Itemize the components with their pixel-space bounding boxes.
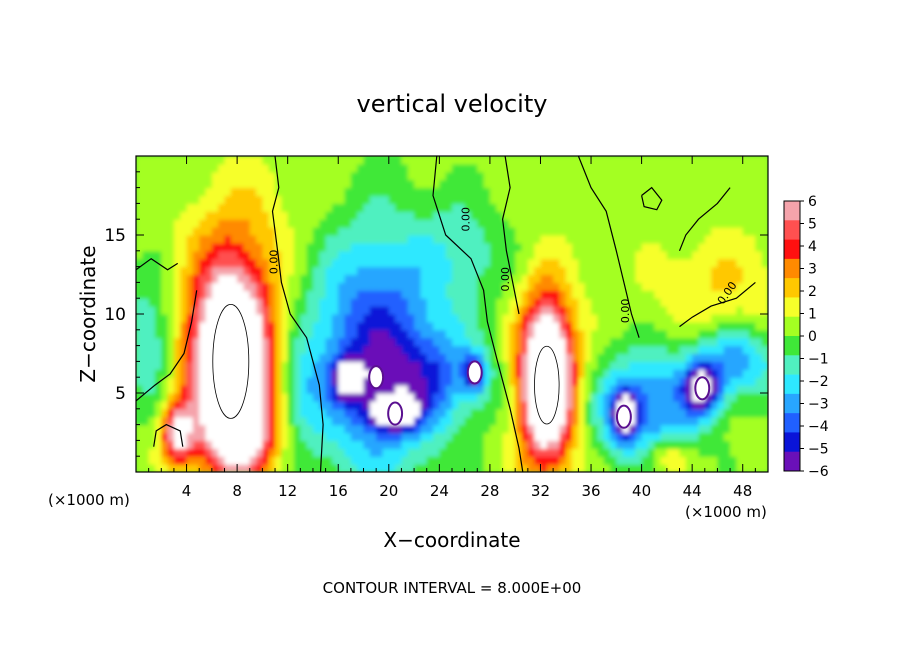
x-axis-label: X−coordinate <box>383 528 520 552</box>
downdraft-core-7 <box>694 376 711 401</box>
contour-left-low <box>153 423 184 447</box>
colorbar-label-1: 5 <box>808 217 817 233</box>
colorbar-swatch-2 <box>784 239 800 260</box>
colorbar-swatch-0 <box>784 201 800 221</box>
colorbar-swatch-4 <box>784 278 800 298</box>
contour-interval-note: CONTOUR INTERVAL = 8.000E+00 <box>323 579 582 597</box>
colorbar: 6 5 4 3 2 1 0 −1 −2 −3 −4 −5 −6 <box>783 194 829 480</box>
y-tick-label-5: 5 <box>115 384 126 404</box>
contour-right <box>577 156 640 338</box>
x-unit-left: (×1000 m) <box>48 491 130 509</box>
updraft-core-1 <box>530 337 564 433</box>
x-tick-label-4: 4 <box>182 482 192 500</box>
contour-left-top <box>136 257 179 271</box>
x-tick-label-24: 24 <box>430 482 449 500</box>
x-tick-label-16: 16 <box>329 482 348 500</box>
colorbar-swatch-8 <box>784 355 800 375</box>
core-contour-0 <box>212 303 250 419</box>
contour-mid <box>432 156 524 472</box>
contour-label-1: 0.00 <box>460 207 473 232</box>
colorbar-swatch-11 <box>784 413 800 433</box>
colorbar-label-0: 6 <box>808 194 817 210</box>
downdraft-core-6 <box>615 404 632 429</box>
contour-label-3: 0.00 <box>619 299 632 324</box>
plot-area: 0.000.000.000.000.00 4 8 12 16 20 24 28 32 36 40 4… <box>104 155 769 500</box>
contour-label-2: 0.00 <box>499 267 512 292</box>
colorbar-label-8: −2 <box>808 374 829 390</box>
x-tick-label-44: 44 <box>683 482 702 500</box>
x-tick-label-36: 36 <box>581 482 600 500</box>
zero-contours: 0.000.000.000.000.00 <box>136 156 756 472</box>
x-unit-right: (×1000 m) <box>685 503 767 521</box>
y-ticks: 5 10 15 <box>104 171 768 457</box>
colorbar-label-5: 1 <box>808 307 817 323</box>
x-tick-label-20: 20 <box>379 482 398 500</box>
core-contour-1 <box>534 345 560 425</box>
updraft-core-0 <box>206 291 255 431</box>
x-tick-label-32: 32 <box>531 482 550 500</box>
contour-right-upper <box>678 187 731 252</box>
colorbar-swatch-13 <box>784 451 800 472</box>
colorbar-swatch-12 <box>784 432 800 453</box>
colorbar-swatch-6 <box>784 316 800 337</box>
colorbar-label-11: −5 <box>808 442 829 458</box>
y-tick-label-10: 10 <box>104 305 126 325</box>
x-tick-label-40: 40 <box>632 482 651 500</box>
y-tick-label-15: 15 <box>104 226 126 246</box>
colorbar-swatch-5 <box>784 297 800 318</box>
colorbar-label-10: −4 <box>808 419 829 435</box>
velocity-field <box>136 156 768 472</box>
downdraft-core-4 <box>387 401 404 426</box>
contour-left-plume <box>271 156 324 472</box>
contour-mid-top <box>501 156 520 315</box>
colorbar-label-9: −3 <box>808 397 829 413</box>
colorbar-swatch-1 <box>784 220 800 240</box>
contour-island <box>641 186 663 211</box>
x-tick-label-12: 12 <box>278 482 297 500</box>
colorbar-swatch-7 <box>784 336 800 356</box>
downdraft-core-5 <box>466 360 483 385</box>
x-ticks: 4 8 12 16 20 24 28 32 36 40 44 48 <box>148 156 756 500</box>
colorbar-swatch-10 <box>784 393 800 414</box>
contour-label-0: 0.00 <box>268 250 281 275</box>
colorbar-label-4: 2 <box>808 284 817 300</box>
colorbar-label-12: −6 <box>808 464 829 480</box>
contour-right-low <box>679 281 756 328</box>
colorbar-swatch-3 <box>784 258 800 279</box>
x-tick-label-28: 28 <box>480 482 499 500</box>
y-axis-label: Z−coordinate <box>76 245 100 382</box>
field-cells <box>136 156 768 472</box>
colorbar-swatch-9 <box>784 374 800 395</box>
colorbar-label-3: 3 <box>808 262 817 278</box>
downdraft-core-3 <box>368 365 385 390</box>
colorbar-label-6: 0 <box>808 329 817 345</box>
x-tick-label-48: 48 <box>733 482 752 500</box>
colorbar-label-7: −1 <box>808 352 829 368</box>
chart-title: vertical velocity <box>357 90 548 118</box>
colorbar-label-2: 4 <box>808 239 817 255</box>
contour-left <box>136 290 198 402</box>
x-tick-label-8: 8 <box>232 482 242 500</box>
